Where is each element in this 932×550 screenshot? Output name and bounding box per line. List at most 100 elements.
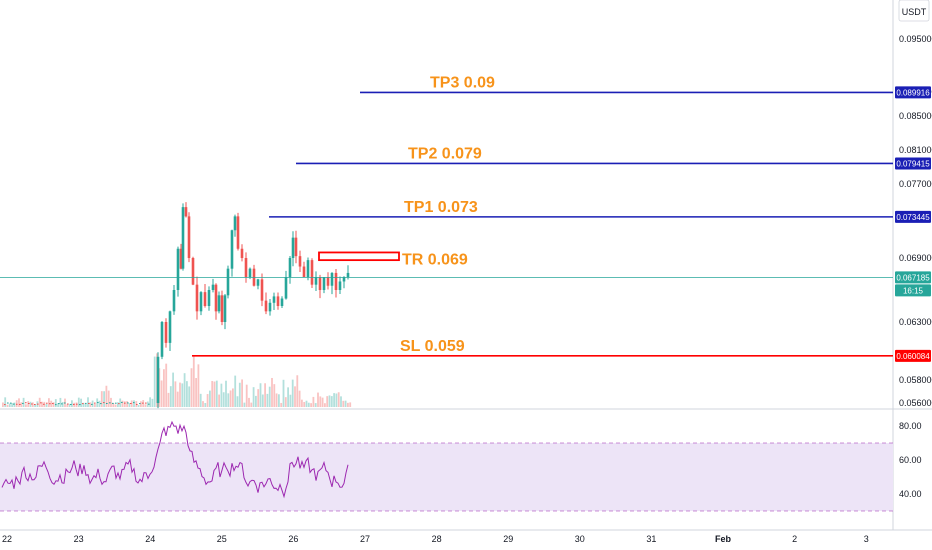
volume-bar [296, 375, 299, 407]
volume-bar [38, 397, 41, 407]
candle-body [310, 260, 314, 285]
candle-body [244, 258, 248, 278]
currency-box[interactable] [898, 0, 930, 22]
candle-body [338, 281, 342, 290]
volume-bar [119, 398, 122, 407]
time-tick-label: 23 [74, 534, 84, 544]
volume-bar [130, 400, 133, 407]
volume-bar [27, 401, 30, 407]
volume-bar [20, 402, 23, 407]
candle-body [34, 404, 36, 406]
candle-body [115, 402, 117, 404]
volume-bar [52, 402, 55, 407]
volume-bar [245, 384, 248, 407]
tp3-price-tag-text: 0.089916 [896, 88, 930, 97]
candle-body [236, 216, 240, 249]
candle-body [168, 311, 172, 343]
candle-body [79, 404, 81, 406]
volume-bar [153, 356, 156, 407]
candle-body [7, 402, 9, 404]
candle-body [306, 260, 310, 278]
candle-body [176, 248, 180, 290]
volume-bar [54, 399, 57, 407]
candle-body [82, 403, 84, 405]
candle-body [127, 402, 129, 404]
candle-body [195, 284, 199, 312]
candle-body [342, 277, 346, 282]
candle-body [240, 248, 244, 258]
volume-bar [149, 397, 151, 407]
candle-body [248, 268, 252, 278]
volume-bar [15, 400, 18, 407]
candle-body [302, 266, 306, 278]
volume-bar [112, 403, 115, 407]
candle-body [318, 277, 322, 290]
level-lines[interactable]: TP3 0.09 TP2 0.079 TP1 0.073 SL 0.059 TR 0.0… [192, 74, 893, 357]
volume-bar [61, 401, 64, 407]
volume-bar [333, 393, 335, 407]
volume-bar [71, 400, 73, 407]
volume-bar [312, 396, 315, 407]
volume-bar [144, 404, 147, 407]
volume-bar [114, 404, 117, 407]
candle-body [91, 403, 93, 405]
time-tick-label: 30 [575, 534, 585, 544]
entry-zone-box[interactable] [318, 251, 400, 262]
volume-bar [250, 402, 253, 407]
volume-bar [317, 392, 319, 407]
volume-bar [255, 395, 257, 407]
volume-bar [328, 395, 331, 407]
tp1-label: TP1 0.073 [404, 199, 478, 216]
volume-bar [22, 397, 25, 407]
candle-body [37, 403, 39, 405]
volume-bar [41, 401, 43, 407]
candle-body [314, 277, 318, 285]
volume-bar [261, 394, 264, 407]
candle-body [25, 402, 27, 404]
candle-body [268, 302, 272, 312]
candle-body [322, 277, 326, 290]
time-axis[interactable]: 22 23 24 25 26 27 28 29 30 31 Feb 2 3 [2, 534, 869, 544]
volume-bar [266, 393, 269, 407]
candle-body [46, 402, 48, 404]
price-pane[interactable] [0, 0, 893, 409]
candle-body [67, 403, 69, 405]
rsi-axis: 80.00 60.00 40.00 [899, 421, 922, 499]
candle-body [52, 403, 54, 405]
candle-body [288, 258, 292, 278]
tp3-label: TP3 0.09 [430, 74, 495, 91]
candle-body [64, 402, 66, 404]
volume-bar [301, 399, 303, 407]
volume-bar [31, 402, 34, 407]
candle-body [16, 403, 18, 405]
candle-body [10, 402, 12, 404]
candle-body [133, 402, 135, 404]
volume-bar [188, 386, 191, 407]
volume-bar [211, 380, 214, 407]
volume-bar [190, 368, 193, 407]
candle-body [40, 402, 42, 404]
candle-body [172, 290, 176, 312]
candle-body [181, 207, 185, 269]
candle-body [156, 356, 160, 403]
candle-body [73, 403, 75, 405]
volume-bar [275, 393, 278, 407]
volume-bar [34, 404, 36, 407]
volume-bar [98, 400, 101, 407]
time-tick-label: 2 [792, 534, 797, 544]
candle-body [207, 290, 211, 306]
candles[interactable] [4, 202, 350, 409]
volume-bar [179, 382, 181, 407]
volume-bar [176, 391, 179, 407]
volume-bar [87, 397, 89, 407]
sl-label: SL 0.059 [400, 338, 465, 355]
time-tick-label: Feb [715, 534, 732, 544]
volume-bar [68, 403, 71, 407]
volume-bar [11, 403, 13, 407]
volume-bar [140, 401, 142, 407]
time-tick-label: 31 [646, 534, 656, 544]
